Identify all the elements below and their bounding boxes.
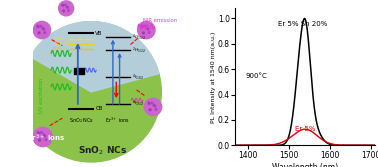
Circle shape <box>33 127 53 147</box>
Circle shape <box>154 105 156 107</box>
Text: SnO$_2$ NCs: SnO$_2$ NCs <box>78 144 127 156</box>
Circle shape <box>151 102 153 104</box>
Text: SnO$_2$ NCs: SnO$_2$ NCs <box>68 116 94 125</box>
Text: Er$^{3+}$ ions: Er$^{3+}$ ions <box>105 116 130 125</box>
Circle shape <box>39 139 40 141</box>
Circle shape <box>66 6 68 8</box>
Circle shape <box>42 27 44 29</box>
Circle shape <box>62 4 63 6</box>
Circle shape <box>146 27 148 29</box>
Circle shape <box>63 10 64 12</box>
Circle shape <box>44 32 46 33</box>
Text: 900°C: 900°C <box>246 72 268 78</box>
Text: Er 5%: Er 5% <box>295 126 315 132</box>
Circle shape <box>37 26 39 28</box>
Circle shape <box>143 32 144 34</box>
Circle shape <box>45 139 47 141</box>
Circle shape <box>63 10 65 12</box>
Circle shape <box>153 104 155 106</box>
Circle shape <box>155 109 157 110</box>
Circle shape <box>43 28 45 30</box>
Circle shape <box>21 22 161 162</box>
Y-axis label: PL Intensity at 1540 nm(a.u.): PL Intensity at 1540 nm(a.u.) <box>211 31 217 123</box>
Circle shape <box>44 135 46 137</box>
Text: UV excitation: UV excitation <box>39 78 45 113</box>
Circle shape <box>142 26 143 28</box>
Circle shape <box>144 25 146 27</box>
Text: $^4I_{15/2}$: $^4I_{15/2}$ <box>132 99 144 109</box>
Circle shape <box>40 25 42 27</box>
Circle shape <box>67 7 69 8</box>
Circle shape <box>39 139 41 141</box>
Text: 1000°C: 1000°C <box>51 47 68 51</box>
Circle shape <box>33 21 51 39</box>
Circle shape <box>40 132 42 134</box>
Text: 900°C: 900°C <box>54 42 68 46</box>
FancyBboxPatch shape <box>74 68 84 74</box>
Circle shape <box>147 28 149 30</box>
Circle shape <box>68 10 70 11</box>
Circle shape <box>38 32 40 34</box>
Circle shape <box>59 1 74 16</box>
Circle shape <box>43 134 45 136</box>
Circle shape <box>138 21 155 39</box>
Text: Er$^{3+}$ ions: Er$^{3+}$ ions <box>27 133 65 144</box>
Circle shape <box>148 32 150 33</box>
Text: $^4I_{13/2}$: $^4I_{13/2}$ <box>132 72 144 82</box>
Circle shape <box>144 98 162 116</box>
Polygon shape <box>31 22 159 92</box>
Circle shape <box>148 102 150 104</box>
Circle shape <box>149 109 151 111</box>
Text: 800°C: 800°C <box>54 37 68 41</box>
Circle shape <box>64 4 66 6</box>
Text: $^2H_{11/2}$: $^2H_{11/2}$ <box>132 45 146 55</box>
Circle shape <box>62 5 64 6</box>
Text: Er 5% Sn 20%: Er 5% Sn 20% <box>278 21 328 27</box>
Circle shape <box>37 25 39 27</box>
Text: $^4G_{11/2}$: $^4G_{11/2}$ <box>132 32 146 42</box>
Circle shape <box>38 32 40 34</box>
X-axis label: Wavelength (nm): Wavelength (nm) <box>272 163 338 167</box>
Text: NIR emission: NIR emission <box>143 18 177 23</box>
Circle shape <box>37 132 39 134</box>
Circle shape <box>143 32 144 34</box>
Text: VB: VB <box>95 31 103 36</box>
Circle shape <box>148 103 150 105</box>
Text: CB: CB <box>95 106 103 111</box>
Circle shape <box>149 109 151 111</box>
Circle shape <box>37 131 39 133</box>
Circle shape <box>141 25 143 27</box>
